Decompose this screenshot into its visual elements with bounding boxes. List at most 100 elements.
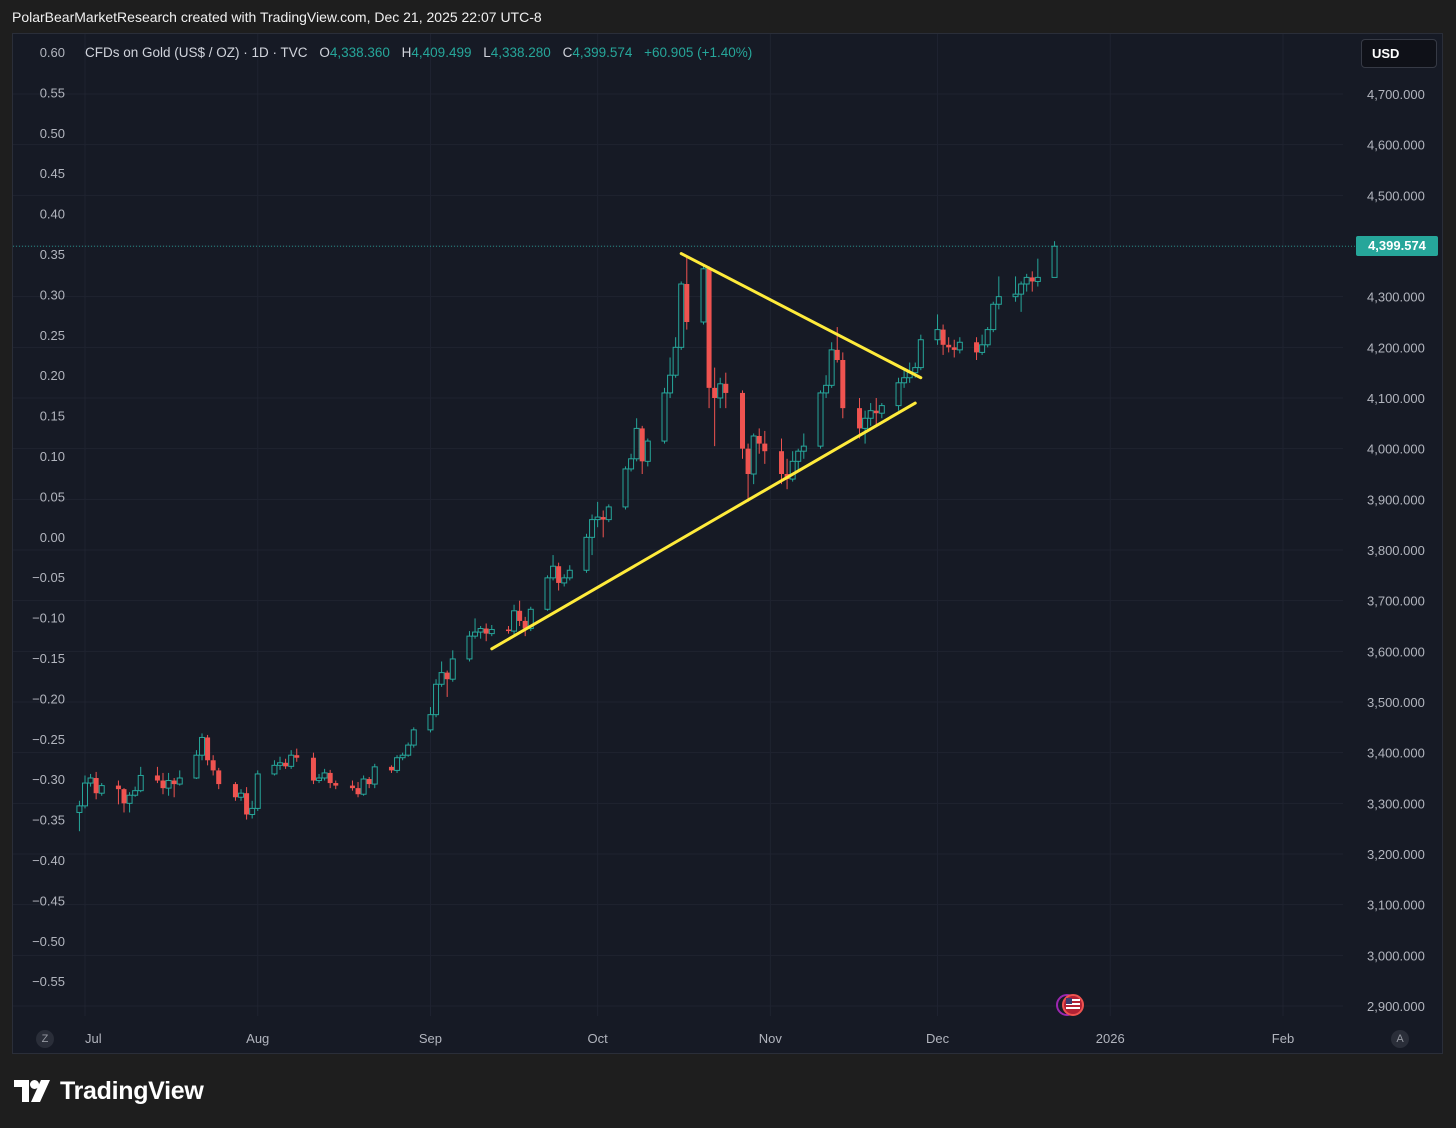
candle: [756, 428, 762, 454]
candle: [1018, 281, 1025, 312]
candle: [126, 792, 133, 813]
candle: [171, 778, 177, 798]
candle: [873, 398, 879, 426]
left-axis-tick-label: −0.50: [32, 934, 65, 949]
candle-body: [639, 428, 645, 462]
right-axis-tick-label: 2,900.000: [1367, 999, 1425, 1014]
candle: [867, 403, 874, 426]
candle-body: [840, 360, 846, 409]
candle-body: [98, 785, 105, 794]
candle: [1023, 273, 1030, 292]
candle: [121, 788, 127, 813]
candle: [522, 616, 528, 637]
candle: [762, 430, 768, 464]
left-axis-tick-label: 0.25: [40, 328, 65, 343]
candle-body: [472, 631, 479, 637]
candle-body: [740, 392, 746, 449]
candle: [277, 756, 284, 770]
chart-panel[interactable]: 4,700.0004,600.0004,500.0004,400.0004,30…: [12, 33, 1443, 1054]
candle-body: [979, 344, 986, 353]
us-flag-event-icon[interactable]: [1055, 993, 1085, 1017]
left-axis-tick-label: −0.55: [32, 974, 65, 989]
right-axis-tick-label: 3,400.000: [1367, 746, 1425, 761]
candle-body: [1051, 245, 1058, 278]
candle: [795, 448, 802, 472]
candle: [366, 776, 372, 789]
candle-body: [1034, 276, 1041, 282]
candle: [238, 789, 245, 801]
candle-body: [288, 754, 295, 767]
candle-body: [438, 672, 445, 685]
candle: [93, 771, 99, 800]
candle: [165, 772, 172, 796]
tradingview-brand: TradingView: [14, 1076, 204, 1106]
currency-button[interactable]: USD: [1361, 39, 1437, 68]
candle: [472, 618, 479, 639]
candle-body: [712, 387, 718, 398]
candle: [249, 800, 256, 819]
candle-body: [917, 339, 924, 369]
candle: [244, 787, 250, 820]
candle-body: [1018, 283, 1025, 295]
candle-body: [477, 628, 484, 633]
candle: [427, 707, 434, 733]
candle: [176, 770, 183, 786]
candle: [477, 626, 484, 639]
candle-body: [466, 635, 473, 660]
left-axis-tick-label: 0.55: [40, 85, 65, 100]
left-axis-tick-label: 0.40: [40, 207, 65, 222]
candle-body: [723, 383, 729, 393]
legend-symbol[interactable]: CFDs on Gold (US$ / OZ) · 1D · TVC: [85, 45, 308, 60]
candlestick-chart[interactable]: 4,700.0004,600.0004,500.0004,400.0004,30…: [13, 34, 1442, 1053]
last-price-tag: 4,399.574: [1356, 236, 1438, 256]
chart-caption: PolarBearMarketResearch created with Tra…: [12, 9, 542, 25]
candle: [333, 780, 339, 790]
candle-body: [137, 774, 144, 792]
candle-body: [93, 778, 99, 794]
candle-body: [316, 777, 323, 782]
right-axis-tick-label: 4,600.000: [1367, 138, 1425, 153]
candle-body: [522, 620, 528, 629]
candle: [878, 403, 885, 419]
right-axis-tick-label: 4,700.000: [1367, 87, 1425, 102]
candle-body: [756, 436, 762, 444]
candle: [316, 773, 323, 784]
candle-body: [176, 777, 183, 785]
candle: [857, 398, 863, 439]
candle-body: [82, 782, 88, 807]
legend-high-value: 4,409.499: [411, 45, 472, 60]
candle-body: [160, 780, 166, 789]
candle: [784, 458, 790, 490]
auto-scale-right-button[interactable]: A: [1391, 1030, 1409, 1048]
candle-body: [238, 792, 245, 798]
candle: [840, 352, 846, 419]
candle: [288, 750, 295, 769]
candle: [310, 752, 316, 785]
right-axis-tick-label: 3,300.000: [1367, 796, 1425, 811]
candle-body: [912, 367, 919, 374]
candle-body: [700, 268, 707, 323]
candle-body: [605, 506, 612, 521]
candle: [951, 339, 957, 358]
auto-scale-left-button[interactable]: Z: [36, 1030, 54, 1048]
x-axis-tick-label: Nov: [759, 1031, 783, 1046]
candle-body: [371, 766, 378, 785]
candle-body: [483, 628, 489, 634]
candle-body: [857, 408, 863, 429]
candle: [712, 367, 718, 447]
candle: [399, 752, 406, 761]
x-axis-tick-label: Sep: [419, 1031, 442, 1046]
candle: [488, 624, 495, 637]
candle: [745, 443, 751, 502]
right-axis-tick-label: 3,700.000: [1367, 594, 1425, 609]
candle: [901, 367, 908, 388]
candle: [946, 337, 952, 353]
candle: [667, 357, 674, 398]
candle-body: [878, 405, 885, 414]
left-axis-tick-label: 0.10: [40, 449, 65, 464]
candle-body: [834, 349, 840, 360]
candle-body: [633, 427, 640, 460]
candle: [979, 334, 986, 355]
candle-body: [232, 784, 238, 798]
candle: [934, 314, 941, 345]
